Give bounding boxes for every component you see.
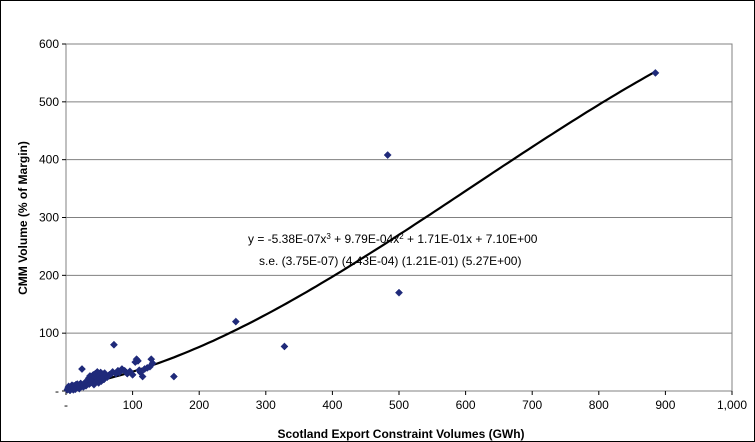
y-tick-label: 100	[39, 326, 59, 340]
data-point	[395, 288, 403, 297]
data-point	[78, 365, 86, 373]
y-tick-label: 600	[39, 37, 59, 51]
x-axis-ticks: - 100 200 300 400 500 600 700 800 900 1,000	[64, 391, 747, 412]
x-tick-label: 800	[589, 398, 609, 412]
y-axis-ticks: - 100 200 300 400 500 600	[39, 37, 66, 398]
equation-superscript-2: 2	[399, 232, 404, 241]
x-tick-label: 100	[123, 398, 143, 412]
data-point	[138, 372, 147, 381]
x-axis-title: Scotland Export Constraint Volumes (GWh)	[277, 427, 524, 441]
y-tick-label: 500	[39, 95, 59, 109]
equation-part-3: + 1.71E-01x + 7.10E+00	[404, 232, 538, 246]
data-points	[63, 68, 660, 395]
data-point	[109, 340, 118, 349]
data-point	[169, 372, 178, 381]
x-tick-label: -	[64, 398, 68, 412]
y-tick-label: 200	[39, 268, 59, 282]
x-tick-label: 300	[256, 398, 276, 412]
data-point	[651, 68, 660, 77]
x-tick-label: 900	[655, 398, 675, 412]
trend-line	[65, 70, 656, 388]
x-tick-label: 500	[389, 398, 409, 412]
x-tick-label: 600	[456, 398, 476, 412]
x-tick-label: 200	[189, 398, 209, 412]
y-tick-label: 300	[39, 211, 59, 225]
data-point	[128, 370, 137, 379]
x-tick-label: 1,000	[717, 398, 747, 412]
y-axis-title: CMM Volume (% of Margin)	[16, 141, 30, 295]
data-point	[148, 359, 157, 368]
standard-errors: s.e. (3.75E-07) (4.43E-04) (1.21E-01) (5…	[259, 254, 521, 268]
data-point	[383, 151, 392, 159]
equation-part-2: + 9.79E-04x	[331, 232, 399, 246]
equation-superscript-3: 3	[326, 232, 331, 241]
data-point	[231, 317, 240, 326]
equation-part-1: y = -5.38E-07x	[248, 232, 326, 246]
data-point	[280, 342, 289, 351]
data-point	[133, 356, 142, 365]
y-tick-label: 400	[39, 153, 59, 167]
y-tick-label: -	[55, 384, 59, 398]
trendline-equation: y = -5.38E-07x3 + 9.79E-04x2 + 1.71E-01x…	[248, 232, 538, 247]
x-tick-label: 400	[322, 398, 342, 412]
x-tick-label: 700	[522, 398, 542, 412]
